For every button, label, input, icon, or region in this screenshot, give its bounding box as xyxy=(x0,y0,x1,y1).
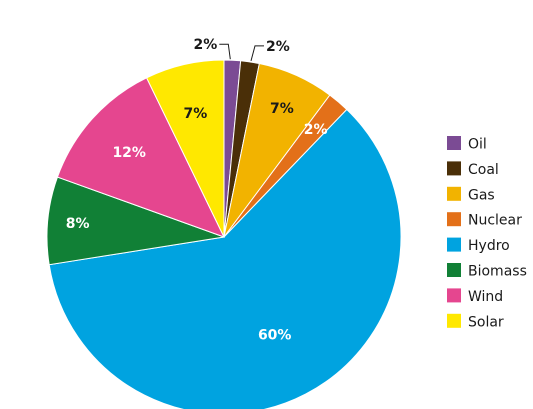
slice-label-nuclear: 2% xyxy=(304,122,328,138)
legend-label-wind: Wind xyxy=(468,289,503,305)
legend-label-hydro: Hydro xyxy=(468,238,510,254)
legend-swatch-coal xyxy=(447,161,461,176)
slice-labels: 2% 2% 7% 2% 60% 8% 12% 7% xyxy=(66,37,328,343)
pie-slice-wind xyxy=(56,77,225,238)
pie-slice-biomass xyxy=(46,176,225,266)
legend-item-gas: Gas xyxy=(447,186,495,203)
legend: Oil Coal Gas Nuclear Hydro Biomass Wind Solar xyxy=(447,136,527,330)
pie-slice-hydro xyxy=(48,108,402,409)
slice-label-gas: 7% xyxy=(270,101,294,117)
legend-swatch-oil xyxy=(447,136,461,150)
pie-slices xyxy=(46,59,402,409)
slice-label-oil: 2% xyxy=(194,37,218,53)
legend-label-gas: Gas xyxy=(468,187,495,203)
legend-label-biomass: Biomass xyxy=(468,264,527,280)
legend-label-solar: Solar xyxy=(468,314,504,330)
legend-label-oil: Oil xyxy=(468,137,487,153)
leader-line-oil xyxy=(219,43,231,60)
legend-swatch-gas xyxy=(447,186,461,201)
legend-item-biomass: Biomass xyxy=(447,263,527,280)
legend-label-coal: Coal xyxy=(468,162,499,178)
leader-line-coal xyxy=(250,45,264,62)
legend-label-nuclear: Nuclear xyxy=(468,213,522,229)
legend-swatch-solar xyxy=(447,313,461,328)
slice-label-biomass: 8% xyxy=(66,216,90,232)
legend-item-coal: Coal xyxy=(447,161,499,178)
legend-swatch-hydro xyxy=(447,237,461,252)
pie-slice-solar xyxy=(145,59,225,238)
legend-item-nuclear: Nuclear xyxy=(447,212,522,229)
legend-item-hydro: Hydro xyxy=(447,237,510,254)
legend-swatch-biomass xyxy=(447,263,461,277)
slice-label-solar: 7% xyxy=(184,106,208,122)
legend-swatch-wind xyxy=(447,288,461,303)
slice-label-coal: 2% xyxy=(266,39,290,55)
slice-label-hydro: 60% xyxy=(258,327,292,343)
legend-swatch-nuclear xyxy=(447,212,461,227)
legend-item-solar: Solar xyxy=(447,313,504,330)
legend-item-oil: Oil xyxy=(447,136,487,153)
leader-lines xyxy=(219,43,264,62)
legend-item-wind: Wind xyxy=(447,288,503,305)
slice-label-wind: 12% xyxy=(112,145,146,161)
